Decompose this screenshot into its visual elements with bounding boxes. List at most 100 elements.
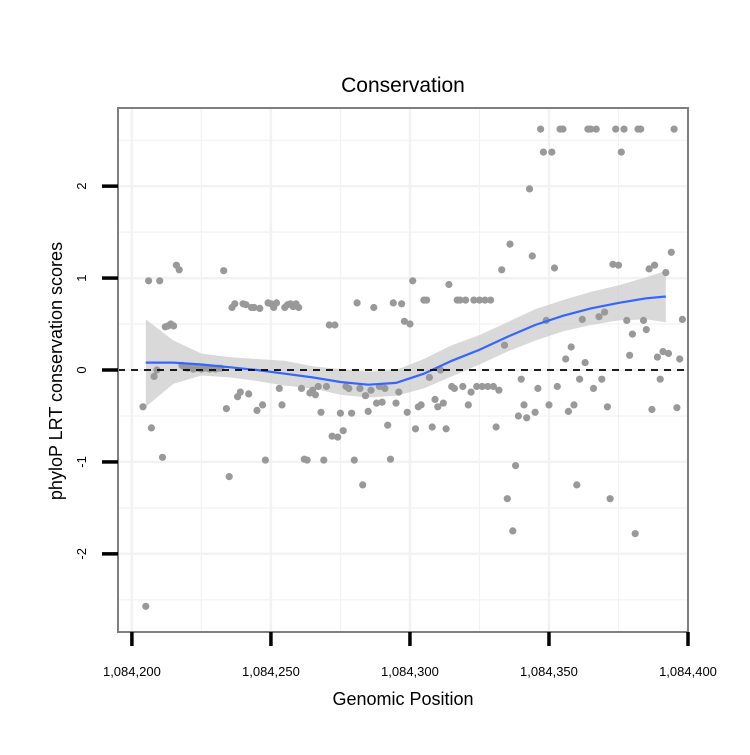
data-point bbox=[142, 602, 150, 610]
data-point bbox=[436, 366, 445, 374]
data-point bbox=[478, 382, 486, 391]
data-point bbox=[411, 425, 420, 433]
data-point bbox=[626, 351, 634, 359]
data-point bbox=[431, 395, 439, 403]
data-point bbox=[356, 384, 364, 392]
data-point bbox=[511, 462, 520, 470]
data-point bbox=[225, 473, 233, 481]
data-point bbox=[325, 321, 333, 329]
data-point bbox=[450, 384, 458, 392]
data-point bbox=[364, 407, 372, 415]
data-point bbox=[653, 353, 662, 361]
data-point bbox=[642, 326, 650, 334]
data-point bbox=[498, 266, 506, 274]
data-point bbox=[250, 303, 258, 312]
data-point bbox=[659, 348, 667, 356]
data-point bbox=[667, 248, 675, 256]
data-point bbox=[170, 322, 178, 330]
data-point bbox=[506, 240, 514, 248]
data-point bbox=[395, 388, 403, 396]
data-point bbox=[617, 148, 625, 156]
data-point bbox=[384, 421, 392, 429]
data-point bbox=[253, 406, 261, 414]
data-point bbox=[523, 414, 531, 422]
data-point bbox=[589, 384, 598, 392]
data-point bbox=[500, 341, 509, 349]
data-point bbox=[545, 401, 553, 409]
data-point bbox=[220, 267, 228, 275]
data-point bbox=[245, 390, 253, 398]
data-point bbox=[489, 382, 497, 391]
data-point bbox=[439, 399, 447, 407]
data-point bbox=[261, 456, 269, 464]
data-point bbox=[378, 398, 386, 406]
data-point bbox=[456, 296, 464, 304]
data-point bbox=[553, 382, 561, 391]
data-point bbox=[303, 456, 311, 464]
data-point bbox=[487, 296, 495, 304]
data-point bbox=[614, 261, 623, 269]
data-point bbox=[670, 125, 678, 133]
data-point bbox=[409, 277, 417, 285]
data-point bbox=[156, 277, 164, 285]
points-layer bbox=[139, 125, 687, 610]
data-point bbox=[139, 403, 147, 411]
data-point bbox=[651, 261, 659, 269]
data-point bbox=[648, 405, 656, 414]
data-point bbox=[637, 125, 645, 133]
data-point bbox=[428, 423, 436, 431]
data-point bbox=[503, 495, 511, 503]
data-point bbox=[537, 125, 545, 133]
data-point bbox=[528, 252, 536, 260]
y-tick-label: 2 bbox=[74, 183, 89, 190]
data-point bbox=[361, 392, 370, 400]
data-point bbox=[467, 388, 475, 396]
data-point bbox=[562, 355, 570, 363]
data-point bbox=[623, 316, 631, 324]
data-point bbox=[678, 315, 687, 323]
data-point bbox=[576, 375, 584, 383]
data-point bbox=[473, 382, 481, 391]
data-point bbox=[564, 407, 573, 415]
data-point bbox=[350, 456, 358, 464]
data-point bbox=[514, 412, 523, 420]
data-point bbox=[645, 265, 653, 273]
data-point bbox=[601, 308, 609, 316]
data-point bbox=[353, 299, 361, 307]
data-point bbox=[339, 427, 347, 435]
data-point bbox=[434, 403, 442, 411]
data-point bbox=[587, 125, 595, 133]
data-point bbox=[573, 481, 581, 489]
data-point bbox=[531, 408, 539, 416]
data-point bbox=[242, 301, 250, 309]
data-point bbox=[520, 401, 528, 409]
data-point bbox=[334, 433, 342, 441]
data-point bbox=[567, 343, 575, 351]
data-point bbox=[345, 384, 353, 392]
data-point bbox=[389, 299, 397, 307]
y-tick-label: -1 bbox=[74, 456, 89, 468]
data-point bbox=[311, 391, 319, 399]
data-point bbox=[392, 399, 400, 407]
x-tick-label: 1,084,200 bbox=[103, 664, 161, 679]
data-point bbox=[320, 456, 328, 464]
data-point bbox=[470, 296, 478, 304]
data-point bbox=[517, 375, 525, 383]
x-tick-label: 1,084,400 bbox=[659, 664, 717, 679]
data-point bbox=[400, 317, 408, 325]
data-point bbox=[612, 125, 620, 133]
data-point bbox=[445, 280, 453, 289]
data-point bbox=[403, 408, 411, 416]
data-point bbox=[425, 373, 433, 381]
data-point bbox=[595, 313, 603, 321]
x-tick-label: 1,084,350 bbox=[520, 664, 578, 679]
y-tick-label: 0 bbox=[74, 366, 89, 373]
data-point bbox=[328, 432, 336, 440]
data-point bbox=[145, 277, 153, 285]
data-point bbox=[322, 382, 331, 391]
data-point bbox=[464, 401, 472, 409]
data-point bbox=[317, 408, 325, 416]
data-point bbox=[295, 303, 303, 312]
data-point bbox=[539, 148, 548, 156]
